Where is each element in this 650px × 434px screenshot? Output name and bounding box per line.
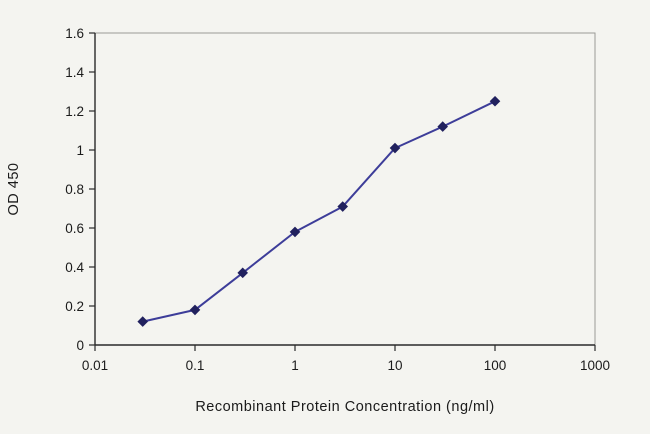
data-point-marker bbox=[437, 121, 449, 132]
plot-border bbox=[94, 32, 596, 346]
x-tick-label: 10 bbox=[387, 358, 402, 373]
y-tick-label: 0.4 bbox=[65, 260, 84, 275]
data-point-marker bbox=[237, 267, 249, 279]
data-point-marker bbox=[137, 316, 149, 327]
x-tick-label: 0.01 bbox=[82, 358, 108, 373]
series-line bbox=[141, 100, 496, 323]
y-tick-label: 1.2 bbox=[65, 104, 84, 119]
data-point-marker bbox=[289, 226, 301, 238]
y-tick-label: 0.2 bbox=[65, 299, 84, 314]
y-tick-label: 0.6 bbox=[65, 221, 84, 236]
y-tick-label: 1.4 bbox=[65, 65, 84, 80]
data-point-marker bbox=[337, 201, 349, 212]
y-tick-label: 1 bbox=[76, 143, 84, 158]
x-tick-label: 1000 bbox=[580, 358, 610, 373]
x-tick-label: 0.1 bbox=[186, 358, 205, 373]
data-point-marker bbox=[489, 95, 501, 107]
data-point-marker bbox=[189, 304, 201, 316]
x-tick-label: 100 bbox=[484, 358, 507, 373]
x-axis-title: Recombinant Protein Concentration (ng/ml… bbox=[195, 399, 494, 415]
y-tick-label: 0.8 bbox=[65, 182, 84, 197]
y-tick-label: 1.6 bbox=[65, 26, 84, 41]
y-axis-title: OD 450 bbox=[6, 163, 22, 216]
data-point-marker bbox=[389, 142, 401, 154]
y-tick-label: 0 bbox=[76, 338, 84, 353]
plot-area: 0.01 0.1 1 10 100 1000 0 0.2 0.4 0.6 0.8 1 1.2 1.4 1.6 bbox=[65, 26, 610, 373]
x-tick-label: 1 bbox=[291, 358, 299, 373]
